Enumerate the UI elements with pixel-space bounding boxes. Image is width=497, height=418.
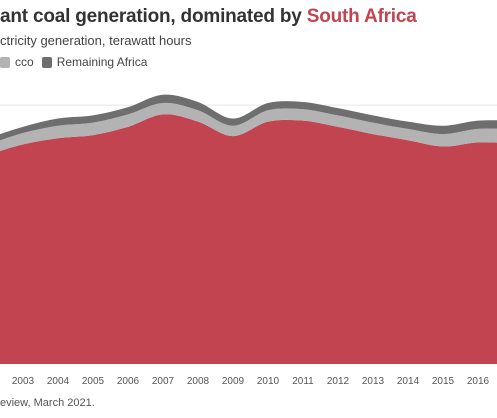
x-tick-label: 2016 [467,376,490,387]
title-accent: South Africa [306,6,417,27]
legend-label-remaining-africa: Remaining Africa [56,55,148,69]
area-remaining-africa [0,94,497,141]
x-tick-label: 2015 [432,376,455,387]
x-tick-label: 2014 [397,376,420,387]
title-text: ant coal generation, dominated by [0,6,307,27]
chart-title: ant coal generation, dominated by South … [0,6,417,28]
x-tick-label: 2006 [117,376,140,387]
x-tick-label: 2012 [327,376,350,387]
legend-swatch-morocco [0,56,10,68]
x-tick-label: 2009 [222,376,245,387]
x-tick-label: 2003 [12,376,35,387]
legend: cco Remaining Africa [0,55,155,69]
area-morocco [0,102,497,152]
source-note: eview, March 2021. [0,397,95,409]
legend-label-morocco: cco [15,55,34,69]
stacked-area-chart: 2003 2004 2005 2006 2007 2008 2009 2010 2011 2012… [0,94,497,387]
legend-item-remaining-africa: Remaining Africa [41,55,148,69]
legend-swatch-remaining-africa [41,56,52,68]
x-tick-label: 2010 [257,376,280,387]
x-tick-label: 2013 [362,376,385,387]
x-tick-label: 2007 [152,376,175,387]
x-tick-label: 2011 [292,376,314,387]
x-tick-label: 2008 [187,376,210,387]
area-south-africa [0,114,497,364]
legend-item-morocco: cco [0,55,34,69]
x-tick-label: 2004 [47,376,70,387]
x-tick-label: 2005 [82,376,105,387]
chart-subtitle: ctricity generation, terawatt hours [0,33,192,48]
